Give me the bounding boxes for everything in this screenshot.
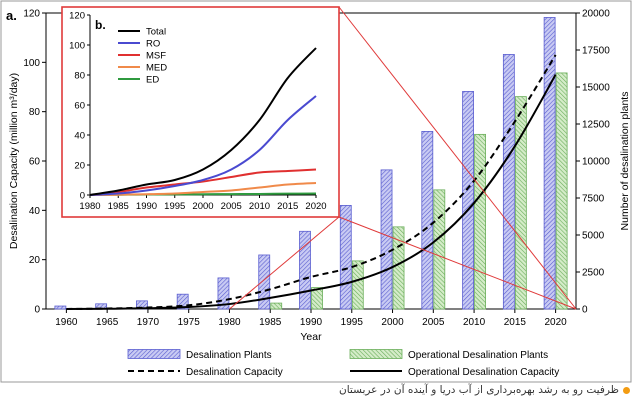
inset-x-tick-label: 2015 <box>277 201 298 212</box>
inset-x-tick-label: 1985 <box>108 201 129 212</box>
x-axis-tick-label: 1970 <box>137 317 160 328</box>
inset-series-line <box>89 182 317 196</box>
inset-legend-label: Total <box>146 27 166 38</box>
inset-legend-label: RO <box>146 39 160 50</box>
y-axis-tick-label: 60 <box>29 157 41 168</box>
bar-operational-plants <box>474 133 486 310</box>
x-axis-tick-label: 1985 <box>259 317 282 328</box>
legend-label: Desalination Plants <box>186 350 272 361</box>
bar-desalination-plants <box>502 54 515 310</box>
inset-legend-label: MED <box>146 63 167 74</box>
zoom-line-top <box>338 6 577 310</box>
figure-frame <box>0 0 632 383</box>
zoom-line-bottom <box>338 216 577 310</box>
legend-label: Operational Desalination Plants <box>408 350 548 361</box>
x-axis-tick-label: 1975 <box>178 317 201 328</box>
y-axis-tick-label: 80 <box>29 107 41 118</box>
bullet-icon <box>623 386 630 394</box>
panel-label-b: b. <box>95 18 106 32</box>
x-axis-tick-label: 1995 <box>341 317 364 328</box>
y2-axis-tick-label: 20000 <box>582 9 610 20</box>
bar-desalination-plants <box>54 305 67 310</box>
inset-series-line <box>89 47 317 196</box>
line-operational-capacity <box>66 74 557 310</box>
bar-desalination-plants <box>217 277 230 310</box>
bar-desalination-plants <box>380 169 393 310</box>
y-axis-tick-label: 40 <box>29 206 41 217</box>
y-axis-tick-label: 120 <box>23 9 40 20</box>
inset-x-tick-label: 2005 <box>221 201 242 212</box>
inset-y-tick-label: 80 <box>74 71 85 82</box>
panel-label-a: a. <box>6 8 17 23</box>
x-axis-tick-label: 1980 <box>218 317 241 328</box>
x-axis-tick-label: 1965 <box>96 317 119 328</box>
y-axis-tick-label: 0 <box>34 305 40 316</box>
x-axis-tick-label: 2005 <box>422 317 445 328</box>
y-axis-title: Desalination Capacity (million m³/day) <box>8 73 20 249</box>
y2-axis-tick-label: 10000 <box>582 157 610 168</box>
inset-y-tick-label: 100 <box>69 41 85 52</box>
bar-desalination-plants <box>258 254 271 310</box>
bar-desalination-plants <box>339 204 352 310</box>
bar-operational-plants <box>392 226 405 310</box>
bar-desalination-plants <box>543 17 556 310</box>
inset-y-tick-label: 40 <box>74 131 85 142</box>
inset-y-tick-label: 20 <box>74 161 85 172</box>
inset-chart: 0 20 40 60 80 100 120 1980 1985 1990 1995 2000 2005 2… <box>61 6 340 218</box>
legend-label: Operational Desalination Capacity <box>408 367 559 378</box>
inset-y-tick-label: 60 <box>74 101 85 112</box>
inset-x-tick-label: 1980 <box>79 201 100 212</box>
bar-operational-plants <box>351 260 364 310</box>
y2-axis-tick-label: 0 <box>582 305 588 316</box>
bar-operational-plants <box>514 96 527 310</box>
zoom-line-base <box>229 216 340 310</box>
inset-x-tick-label: 1995 <box>164 201 185 212</box>
inset-series-line <box>89 95 317 196</box>
inset-x-tick-label: 2020 <box>305 201 326 212</box>
inset-y-tick-label: 0 <box>80 191 85 202</box>
caption-text: ظرفیت رو به رشد بهره‌برداری از آب دریا و… <box>339 384 619 396</box>
inset-y-tick-label: 120 <box>69 11 85 22</box>
y-axis-tick-label: 20 <box>29 255 41 266</box>
bar-desalination-plants <box>462 91 474 310</box>
y2-axis-tick-label: 17500 <box>582 46 610 57</box>
bar-operational-plants <box>311 287 323 310</box>
bar-desalination-plants <box>176 293 189 310</box>
y2-axis-tick-label: 12500 <box>582 120 610 131</box>
y-axis-tick-label: 100 <box>23 58 40 69</box>
y2-axis-title: Number of desalination plants <box>619 92 631 231</box>
x-axis-tick-label: 2000 <box>381 317 404 328</box>
bar-operational-plants <box>433 189 446 310</box>
legend-swatch-plants <box>127 349 181 359</box>
main-legend: Desalination Plants Operational Desalinat… <box>127 349 559 378</box>
figure-caption: ظرفیت رو به رشد بهره‌برداری از آب دریا و… <box>0 384 630 402</box>
x-axis-tick-label: 1960 <box>55 317 78 328</box>
bar-desalination-plants <box>421 130 434 310</box>
inset-x-tick-label: 2010 <box>249 201 270 212</box>
inset-legend-label: ED <box>146 75 159 86</box>
y2-axis-tick-label: 15000 <box>582 83 610 94</box>
x-axis-tick-label: 2020 <box>544 317 567 328</box>
bar-desalination-plants <box>299 230 311 310</box>
y2-axis-tick-label: 7500 <box>582 194 605 205</box>
y2-axis-tick-label: 5000 <box>582 231 605 242</box>
inset-x-tick-label: 1990 <box>136 201 157 212</box>
zoom-connector-lines <box>229 6 577 310</box>
y2-axis-tick-label: 2500 <box>582 268 605 279</box>
x-axis-title: Year <box>300 331 322 343</box>
inset-series-line <box>89 168 317 196</box>
legend-swatch-operational-plants <box>349 349 403 359</box>
legend-label: Desalination Capacity <box>186 367 283 378</box>
inset-x-tick-label: 2000 <box>192 201 213 212</box>
bar-operational-plants <box>270 302 283 310</box>
x-axis-tick-label: 2015 <box>504 317 527 328</box>
inset-legend-label: MSF <box>146 51 166 62</box>
main-chart: 0 20 40 60 80 100 120 0 2500 5000 7500 10000 12500 15… <box>6 8 631 343</box>
x-axis-tick-label: 1990 <box>300 317 323 328</box>
x-axis-tick-label: 2010 <box>463 317 486 328</box>
bar-operational-plants <box>555 72 568 310</box>
